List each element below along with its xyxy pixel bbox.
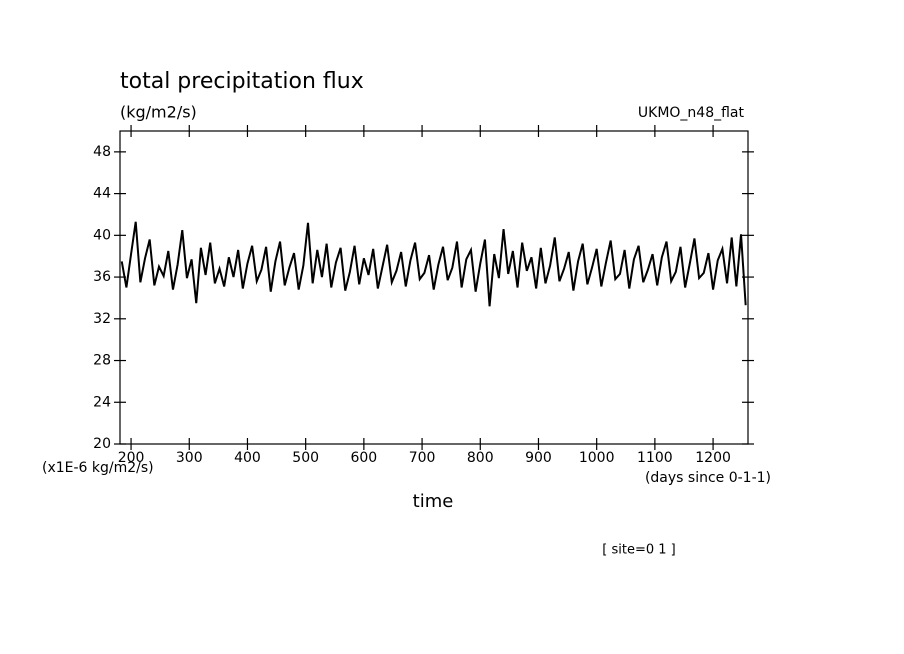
y-tick-label: 48	[93, 144, 111, 160]
x-axis-units: (days since 0-1-1)	[645, 470, 771, 486]
x-tick-label: 900	[525, 450, 552, 466]
x-tick-label: 800	[467, 450, 494, 466]
chart-title: total precipitation flux	[120, 69, 364, 94]
chart-subtitle: (kg/m2/s)	[120, 103, 197, 122]
x-tick-label: 200	[118, 450, 145, 466]
x-tick-label: 1000	[579, 450, 615, 466]
x-tick-label: 700	[409, 450, 436, 466]
x-tick-label: 500	[292, 450, 319, 466]
x-tick-label: 400	[234, 450, 261, 466]
y-tick-label: 44	[93, 186, 111, 202]
y-tick-label: 32	[93, 311, 111, 327]
y-axis-units: (x1E-6 kg/m2/s)	[42, 460, 154, 476]
dataset-label: UKMO_n48_flat	[638, 105, 745, 121]
x-axis-title: time	[413, 491, 454, 512]
annotation: [ site=0 1 ]	[602, 543, 675, 558]
x-tick-label: 1100	[637, 450, 673, 466]
x-tick-label: 300	[176, 450, 203, 466]
data-line	[120, 221, 747, 307]
y-tick-label: 40	[93, 227, 111, 243]
x-tick-label: 600	[350, 450, 377, 466]
y-tick-label: 20	[93, 436, 111, 452]
y-tick-label: 28	[93, 353, 111, 369]
y-tick-label: 36	[93, 269, 111, 285]
plot-frame	[119, 130, 749, 445]
y-tick-label: 24	[93, 394, 111, 410]
x-tick-label: 1200	[695, 450, 731, 466]
